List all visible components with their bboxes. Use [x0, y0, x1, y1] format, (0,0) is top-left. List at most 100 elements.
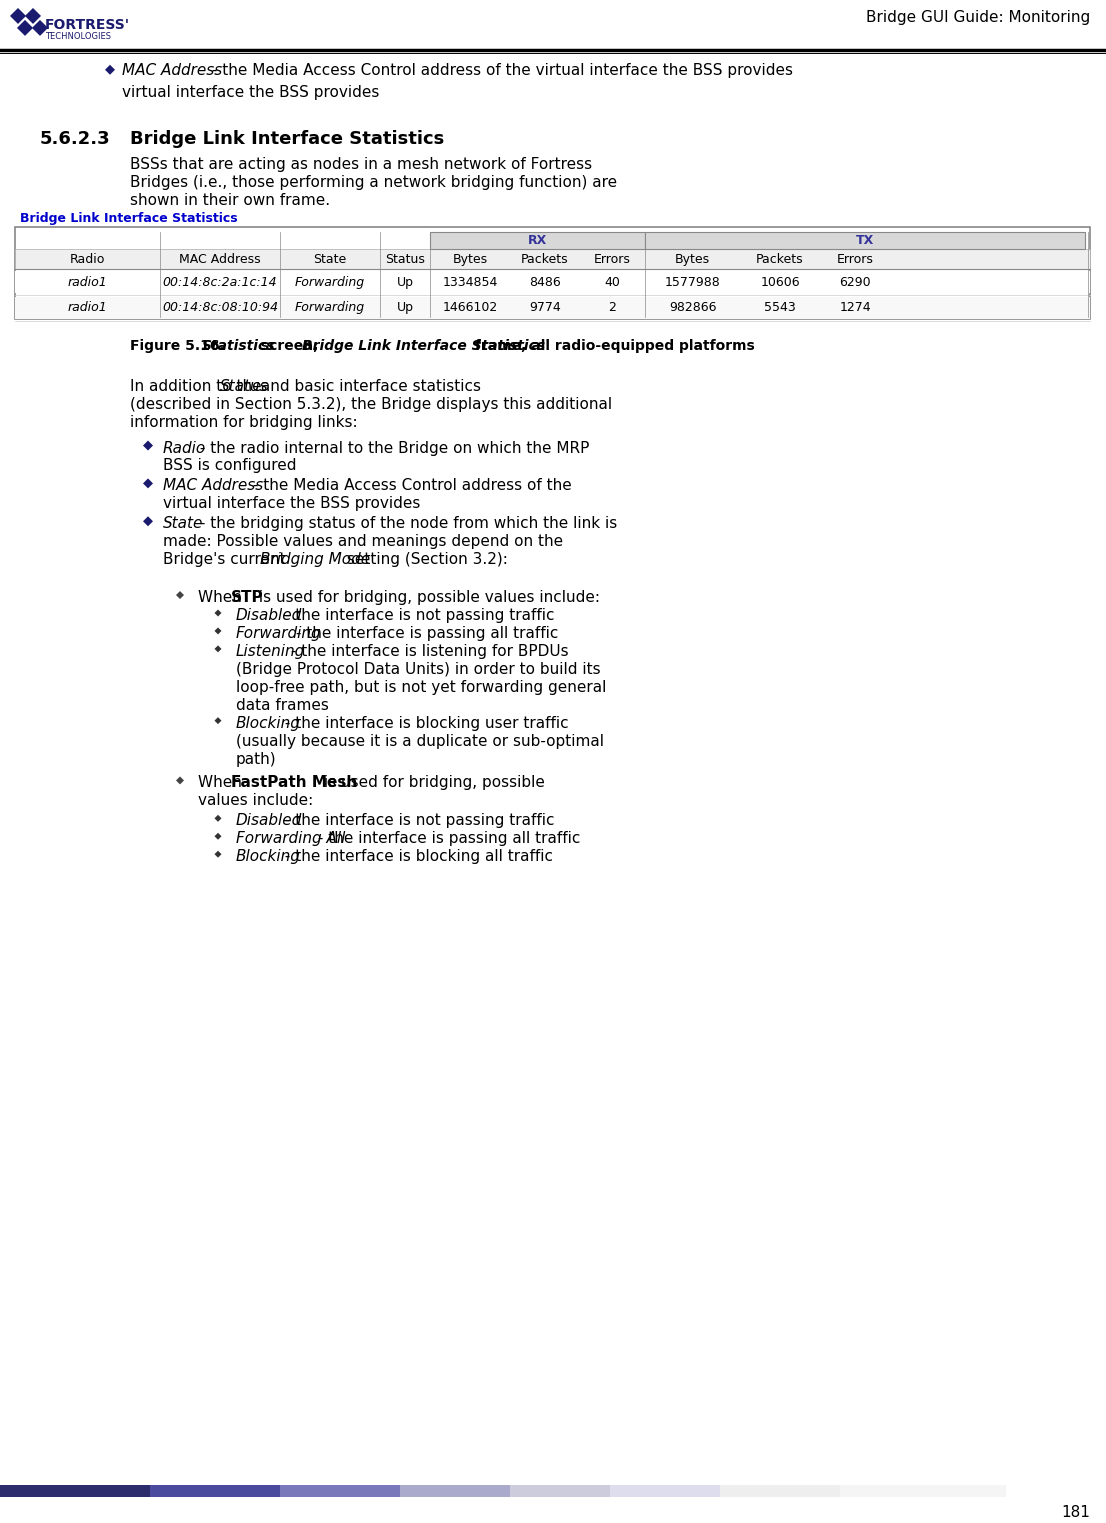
Text: Blocking: Blocking: [236, 850, 301, 864]
Text: RX: RX: [528, 235, 547, 247]
Text: - the interface is passing all traffic: - the interface is passing all traffic: [313, 832, 581, 847]
Text: Bridge GUI Guide: Monitoring: Bridge GUI Guide: Monitoring: [866, 11, 1091, 24]
Text: is used for bridging, possible: is used for bridging, possible: [319, 775, 545, 790]
Text: 1577988: 1577988: [665, 276, 720, 288]
Text: Errors: Errors: [594, 253, 630, 265]
Text: 1274: 1274: [839, 302, 870, 314]
Text: State: State: [163, 516, 204, 532]
Text: BSSs that are acting as nodes in a mesh network of Fortress: BSSs that are acting as nodes in a mesh …: [131, 157, 592, 172]
Text: - the interface is not passing traffic: - the interface is not passing traffic: [280, 608, 554, 623]
Text: When: When: [198, 775, 247, 790]
FancyBboxPatch shape: [15, 227, 1091, 318]
Text: Packets: Packets: [521, 253, 568, 265]
Text: FastPath Mesh: FastPath Mesh: [231, 775, 357, 790]
Text: 10606: 10606: [760, 276, 800, 288]
Text: When: When: [198, 589, 247, 605]
Text: Forwarding All: Forwarding All: [236, 832, 345, 847]
Text: In addition to the: In addition to the: [131, 379, 267, 394]
Text: and basic interface statistics: and basic interface statistics: [255, 379, 481, 394]
Text: virtual interface the BSS provides: virtual interface the BSS provides: [163, 496, 420, 512]
FancyBboxPatch shape: [150, 1485, 280, 1497]
Text: (usually because it is a duplicate or sub-optimal: (usually because it is a duplicate or su…: [236, 734, 604, 749]
Text: Bridge Link Interface Statistics: Bridge Link Interface Statistics: [20, 212, 238, 225]
Text: made: Possible values and meanings depend on the: made: Possible values and meanings depen…: [163, 535, 563, 550]
Text: 00:14:8c:08:10:94: 00:14:8c:08:10:94: [161, 302, 278, 314]
Text: 6290: 6290: [839, 276, 870, 288]
Text: BSS is configured: BSS is configured: [163, 458, 296, 474]
Polygon shape: [215, 627, 221, 635]
Text: Up: Up: [396, 276, 414, 288]
Text: radio1: radio1: [67, 302, 107, 314]
Text: Disabled: Disabled: [236, 813, 302, 829]
Text: 2: 2: [608, 302, 616, 314]
Text: data frames: data frames: [236, 698, 328, 713]
Text: Bridges (i.e., those performing a network bridging function) are: Bridges (i.e., those performing a networ…: [131, 175, 617, 190]
Polygon shape: [105, 65, 115, 75]
Text: Bridge Link Interface Statistics: Bridge Link Interface Statistics: [302, 340, 545, 353]
Text: TECHNOLOGIES: TECHNOLOGIES: [45, 32, 111, 41]
Polygon shape: [215, 717, 221, 723]
Text: Disabled: Disabled: [236, 608, 302, 623]
Text: 5543: 5543: [764, 302, 796, 314]
Text: MAC Address: MAC Address: [163, 478, 263, 493]
Polygon shape: [215, 609, 221, 617]
FancyBboxPatch shape: [400, 1485, 510, 1497]
Text: - the Media Access Control address of the virtual interface the BSS provides: - the Media Access Control address of th…: [207, 62, 793, 78]
Text: path): path): [236, 751, 276, 766]
Polygon shape: [215, 851, 221, 857]
Text: information for bridging links:: information for bridging links:: [131, 414, 357, 429]
Text: Status: Status: [385, 253, 425, 265]
Text: - the interface is blocking user traffic: - the interface is blocking user traffic: [280, 716, 568, 731]
Text: virtual interface the BSS provides: virtual interface the BSS provides: [122, 85, 379, 99]
Text: 00:14:8c:2a:1c:14: 00:14:8c:2a:1c:14: [163, 276, 278, 288]
Polygon shape: [215, 833, 221, 839]
Text: MAC Address: MAC Address: [122, 62, 222, 78]
Text: State: State: [313, 253, 346, 265]
Text: Packets: Packets: [757, 253, 804, 265]
FancyBboxPatch shape: [720, 1485, 839, 1497]
Text: Forwarding: Forwarding: [295, 302, 365, 314]
Text: Status: Status: [220, 379, 269, 394]
Text: - the radio internal to the Bridge on which the MRP: - the radio internal to the Bridge on wh…: [195, 440, 589, 455]
FancyBboxPatch shape: [0, 1485, 150, 1497]
Text: Bytes: Bytes: [452, 253, 488, 265]
Text: Bridge Link Interface Statistics: Bridge Link Interface Statistics: [131, 129, 445, 148]
Text: loop-free path, but is not yet forwarding general: loop-free path, but is not yet forwardin…: [236, 679, 606, 694]
FancyBboxPatch shape: [15, 250, 1091, 270]
Text: Bridge's current: Bridge's current: [163, 553, 291, 567]
Text: Blocking: Blocking: [236, 716, 301, 731]
Text: Statistics: Statistics: [202, 340, 275, 353]
FancyBboxPatch shape: [15, 271, 1091, 292]
Text: - the interface is listening for BPDUs: - the interface is listening for BPDUs: [285, 644, 568, 659]
FancyBboxPatch shape: [430, 231, 645, 250]
Text: shown in their own frame.: shown in their own frame.: [131, 193, 330, 209]
Text: - the interface is passing all traffic: - the interface is passing all traffic: [291, 626, 559, 641]
Text: 40: 40: [605, 276, 620, 288]
Polygon shape: [215, 815, 221, 822]
Text: 5.6.2.3: 5.6.2.3: [40, 129, 111, 148]
FancyBboxPatch shape: [839, 1485, 1006, 1497]
Text: - the Media Access Control address of the: - the Media Access Control address of th…: [248, 478, 572, 493]
Text: MAC Address: MAC Address: [179, 253, 261, 265]
Polygon shape: [143, 516, 153, 527]
Text: 8486: 8486: [529, 276, 561, 288]
Polygon shape: [32, 20, 48, 37]
Text: 1466102: 1466102: [442, 302, 498, 314]
Text: Forwarding: Forwarding: [295, 276, 365, 288]
Polygon shape: [143, 440, 153, 451]
Text: Bridging Mode: Bridging Mode: [260, 553, 371, 567]
Text: - the interface is not passing traffic: - the interface is not passing traffic: [280, 813, 554, 829]
Text: Bytes: Bytes: [675, 253, 710, 265]
Text: frame, all radio-equipped platforms: frame, all radio-equipped platforms: [470, 340, 754, 353]
FancyBboxPatch shape: [645, 231, 1085, 250]
Text: STP: STP: [231, 589, 263, 605]
Text: values include:: values include:: [198, 793, 313, 809]
Text: - the interface is blocking all traffic: - the interface is blocking all traffic: [280, 850, 553, 864]
Text: 181: 181: [1061, 1505, 1091, 1520]
Polygon shape: [17, 20, 33, 37]
Polygon shape: [10, 8, 27, 24]
Text: Errors: Errors: [836, 253, 874, 265]
Text: 1334854: 1334854: [442, 276, 498, 288]
Text: Figure 5.16.: Figure 5.16.: [131, 340, 230, 353]
FancyBboxPatch shape: [280, 1485, 400, 1497]
